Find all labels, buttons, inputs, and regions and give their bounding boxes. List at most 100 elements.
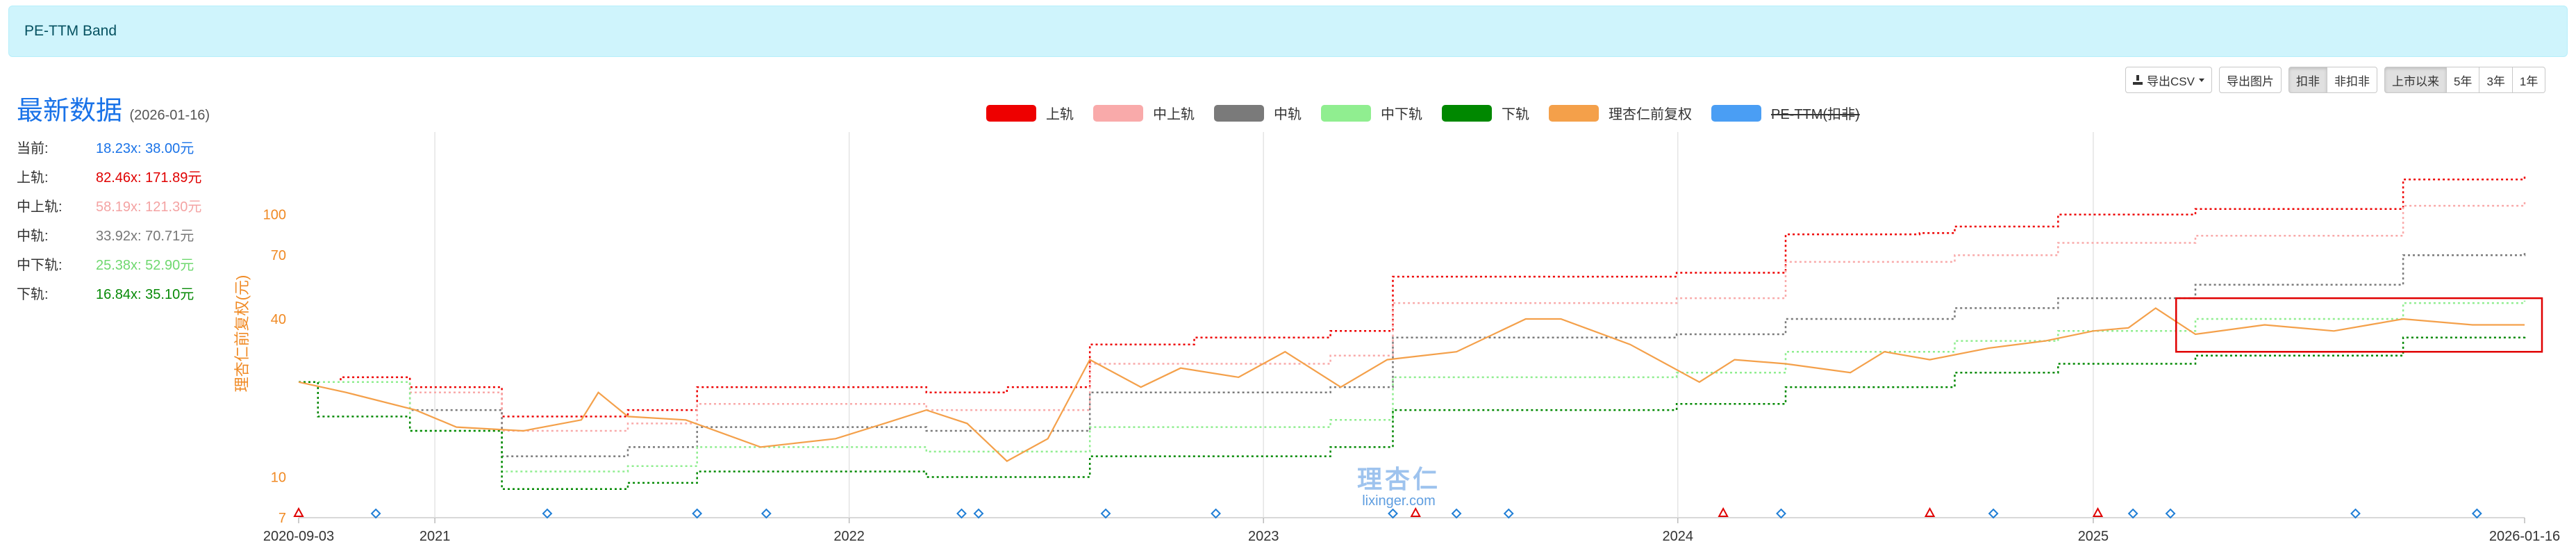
series-line-中下轨: [299, 300, 2526, 473]
triangle-marker: [1924, 507, 1936, 517]
range-5y-button[interactable]: 5年: [2446, 67, 2480, 93]
latest-row-value: 16.84x: 35.10元: [96, 286, 194, 302]
diamond-marker: [1388, 508, 1398, 519]
y-tick-label: 10: [271, 470, 286, 485]
diamond-marker: [973, 508, 984, 519]
latest-row: 中下轨: 25.38x: 52.90元: [17, 249, 201, 278]
legend-item[interactable]: 中轨: [1214, 103, 1302, 123]
legend-item[interactable]: 下轨: [1442, 103, 1529, 123]
export-csv-button[interactable]: 导出CSV: [2125, 67, 2212, 93]
x-tick-label: 2025: [2078, 529, 2109, 544]
series-line-下轨: [299, 334, 2526, 491]
diamond-marker: [2127, 508, 2138, 519]
watermark-url: lixinger.com: [1362, 493, 1436, 509]
diamond-marker: [1776, 508, 1786, 519]
diamond-marker: [1451, 508, 1462, 519]
legend-swatch: [1549, 104, 1599, 122]
legend-swatch: [1442, 104, 1492, 122]
x-tick-label: 2023: [1248, 529, 1279, 544]
legend-swatch: [1093, 104, 1143, 122]
series-line-上轨: [299, 175, 2526, 418]
series-line-理杏仁前复权: [298, 307, 2525, 462]
deduct-button[interactable]: 扣非: [2288, 67, 2327, 93]
y-axis-title: 理杏仁前复权(元): [233, 275, 251, 393]
y-tick-label: 100: [263, 208, 286, 223]
latest-row: 上轨: 82.46x: 171.89元: [17, 161, 201, 190]
diamond-marker: [2471, 508, 2482, 519]
latest-row-value: 25.38x: 52.90元: [96, 257, 194, 273]
latest-row-label: 中上轨:: [17, 199, 63, 215]
diamond-marker: [1988, 508, 1999, 519]
diamond-marker: [761, 508, 772, 519]
y-tick-label: 7: [279, 511, 286, 526]
latest-row-value: 33.92x: 70.71元: [96, 228, 194, 244]
non-deduct-button[interactable]: 非扣非: [2327, 67, 2377, 93]
legend-label: 下轨: [1502, 107, 1529, 122]
range-3y-button[interactable]: 3年: [2479, 67, 2513, 93]
triangle-marker: [1718, 507, 1729, 517]
watermark-logo: 理杏仁: [1357, 465, 1440, 493]
diamond-marker: [370, 508, 381, 519]
range-1y-button[interactable]: 1年: [2512, 67, 2546, 93]
legend-swatch: [986, 104, 1036, 122]
latest-data-header: 最新数据 (2026-01-16): [17, 89, 210, 127]
latest-row-value: 18.23x: 38.00元: [96, 140, 194, 156]
legend-item[interactable]: PE-TTM(扣非): [1711, 103, 1860, 123]
diamond-marker: [2350, 508, 2361, 519]
x-tick-label: 2021: [419, 529, 451, 544]
latest-row: 中轨: 33.92x: 70.71元: [17, 220, 201, 249]
legend-item[interactable]: 中下轨: [1321, 103, 1422, 123]
latest-row-label: 中轨:: [17, 228, 49, 244]
x-tick-label: 2026-01-16: [2489, 529, 2560, 544]
range-all-button[interactable]: 上市以来: [2384, 67, 2447, 93]
x-tick-label: 2024: [1663, 529, 1694, 544]
latest-row-value: 82.46x: 171.89元: [96, 170, 202, 186]
latest-data-title: 最新数据: [17, 97, 123, 126]
y-tick-label: 70: [271, 248, 286, 263]
triangle-marker: [2092, 507, 2104, 517]
y-tick-label: 40: [271, 312, 286, 327]
diamond-marker: [542, 508, 553, 519]
legend-item[interactable]: 上轨: [986, 103, 1074, 123]
triangle-marker: [293, 507, 304, 517]
toolbar: 导出CSV 导出图片 扣非 非扣非 上市以来 5年 3年 1年: [2118, 67, 2546, 95]
latest-row: 中上轨: 58.19x: 121.30元: [17, 190, 201, 220]
chart-name: PE-TTM Band: [24, 23, 117, 39]
latest-row: 当前: 18.23x: 38.00元: [17, 132, 201, 161]
chart-legend: 上轨 中上轨 中轨 中下轨 下轨 理杏仁前复权 PE-TTM(扣非): [986, 103, 1879, 123]
diamond-marker: [1503, 508, 1514, 519]
latest-row-label: 当前:: [17, 140, 49, 156]
legend-swatch: [1321, 104, 1371, 122]
x-tick-label: 2022: [833, 529, 865, 544]
latest-row-label: 下轨:: [17, 286, 49, 302]
diamond-marker: [1211, 508, 1221, 519]
legend-swatch: [1711, 104, 1761, 122]
x-tick-label: 2020-09-03: [263, 529, 334, 544]
legend-label: 中下轨: [1381, 107, 1422, 122]
latest-row-value: 58.19x: 121.30元: [96, 199, 202, 215]
legend-swatch: [1214, 104, 1264, 122]
legend-item[interactable]: 中上轨: [1093, 103, 1195, 123]
diamond-marker: [956, 508, 967, 519]
series-line-中轨: [299, 252, 2526, 457]
series-line-中上轨: [299, 202, 2526, 432]
legend-label: 中轨: [1274, 107, 1302, 122]
title-bar: PE-TTM Band: [8, 6, 2568, 57]
diamond-marker: [692, 508, 703, 519]
download-icon: [2133, 75, 2143, 85]
triangle-marker: [1410, 507, 1421, 517]
latest-data-list: 当前: 18.23x: 38.00元上轨: 82.46x: 171.89元中上轨: 5…: [17, 132, 201, 307]
legend-label: 理杏仁前复权: [1609, 107, 1692, 122]
legend-label: PE-TTM(扣非): [1771, 107, 1860, 122]
export-image-button[interactable]: 导出图片: [2218, 67, 2282, 93]
latest-row-label: 上轨:: [17, 170, 49, 186]
latest-row: 下轨: 16.84x: 35.10元: [17, 278, 201, 307]
highlight-box: [2175, 297, 2543, 353]
diamond-marker: [2165, 508, 2176, 519]
legend-item[interactable]: 理杏仁前复权: [1549, 103, 1692, 123]
legend-label: 上轨: [1046, 107, 1074, 122]
deduct-toggle: 扣非 非扣非: [2288, 67, 2377, 95]
legend-label: 中上轨: [1153, 107, 1195, 122]
latest-row-label: 中下轨:: [17, 257, 63, 273]
